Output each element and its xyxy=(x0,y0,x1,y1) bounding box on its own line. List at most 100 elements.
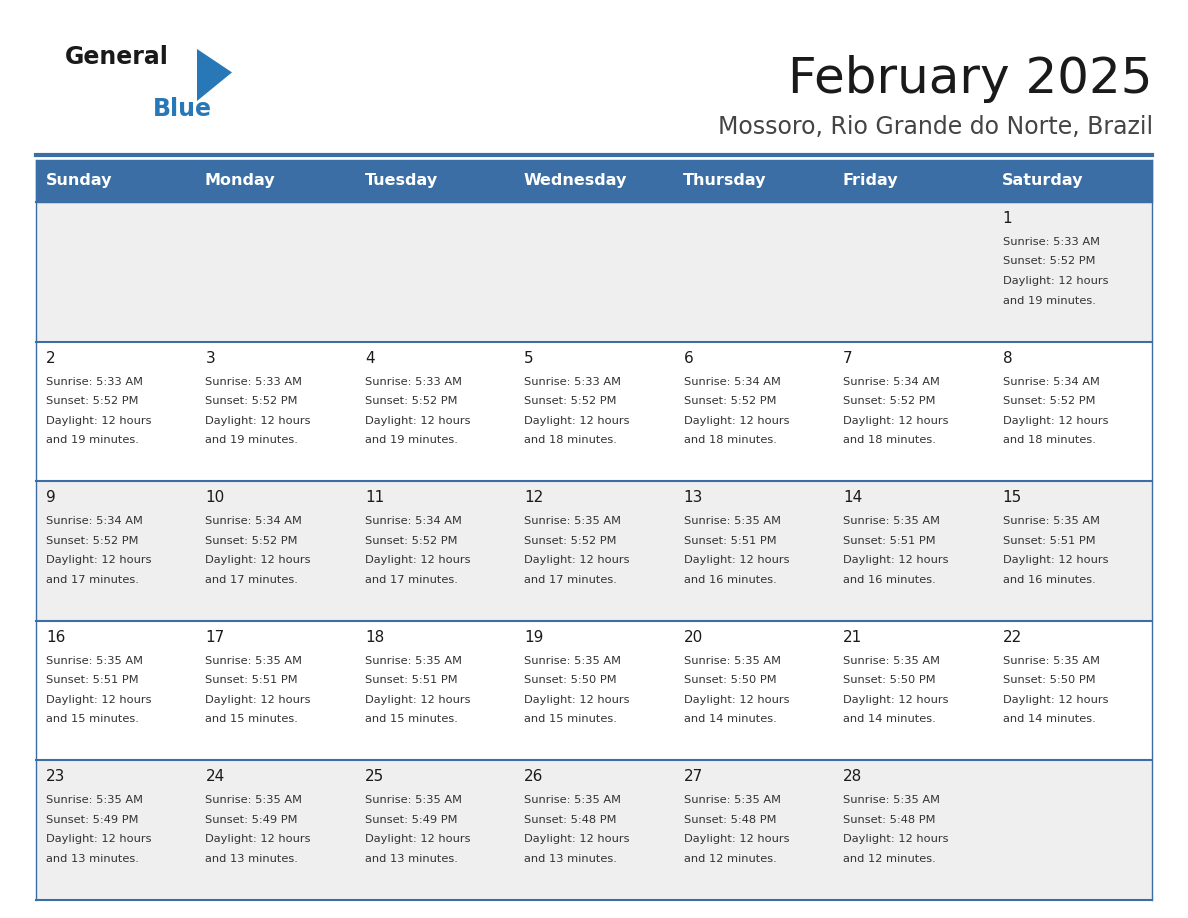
Text: 15: 15 xyxy=(1003,490,1022,505)
Text: Sunset: 5:52 PM: Sunset: 5:52 PM xyxy=(206,536,298,545)
Text: Sunset: 5:50 PM: Sunset: 5:50 PM xyxy=(524,676,617,686)
Text: and 15 minutes.: and 15 minutes. xyxy=(46,714,139,724)
Text: Sunset: 5:52 PM: Sunset: 5:52 PM xyxy=(365,536,457,545)
Text: Blue: Blue xyxy=(153,97,211,121)
Text: Sunrise: 5:34 AM: Sunrise: 5:34 AM xyxy=(1003,376,1099,386)
Text: Sunrise: 5:34 AM: Sunrise: 5:34 AM xyxy=(46,516,143,526)
Text: and 12 minutes.: and 12 minutes. xyxy=(843,854,936,864)
Text: Sunset: 5:52 PM: Sunset: 5:52 PM xyxy=(206,396,298,406)
Bar xyxy=(196,160,355,202)
Text: Sunset: 5:52 PM: Sunset: 5:52 PM xyxy=(843,396,936,406)
Text: Sunrise: 5:35 AM: Sunrise: 5:35 AM xyxy=(1003,655,1100,666)
Text: Sunrise: 5:34 AM: Sunrise: 5:34 AM xyxy=(206,516,302,526)
Text: Sunrise: 5:34 AM: Sunrise: 5:34 AM xyxy=(365,516,462,526)
Text: Sunset: 5:51 PM: Sunset: 5:51 PM xyxy=(46,676,139,686)
Text: 9: 9 xyxy=(46,490,56,505)
Text: Sunrise: 5:35 AM: Sunrise: 5:35 AM xyxy=(684,795,781,805)
Text: Daylight: 12 hours: Daylight: 12 hours xyxy=(1003,276,1108,286)
Text: Sunrise: 5:35 AM: Sunrise: 5:35 AM xyxy=(1003,516,1100,526)
Text: 10: 10 xyxy=(206,490,225,505)
Text: Friday: Friday xyxy=(842,174,898,188)
Text: Sunset: 5:49 PM: Sunset: 5:49 PM xyxy=(365,815,457,825)
Text: Sunrise: 5:33 AM: Sunrise: 5:33 AM xyxy=(46,376,143,386)
Text: Daylight: 12 hours: Daylight: 12 hours xyxy=(843,695,949,705)
Text: Sunset: 5:52 PM: Sunset: 5:52 PM xyxy=(46,396,139,406)
Text: Daylight: 12 hours: Daylight: 12 hours xyxy=(46,695,152,705)
Text: Sunset: 5:49 PM: Sunset: 5:49 PM xyxy=(46,815,139,825)
Text: 24: 24 xyxy=(206,769,225,784)
Bar xyxy=(36,760,1152,900)
Text: Sunset: 5:52 PM: Sunset: 5:52 PM xyxy=(684,396,776,406)
Text: 27: 27 xyxy=(684,769,703,784)
Text: 11: 11 xyxy=(365,490,384,505)
Text: and 14 minutes.: and 14 minutes. xyxy=(843,714,936,724)
Text: Daylight: 12 hours: Daylight: 12 hours xyxy=(524,555,630,565)
Bar xyxy=(514,160,674,202)
Text: 2: 2 xyxy=(46,351,56,365)
Text: 6: 6 xyxy=(684,351,694,365)
Text: 25: 25 xyxy=(365,769,384,784)
Text: and 14 minutes.: and 14 minutes. xyxy=(1003,714,1095,724)
Text: Sunset: 5:49 PM: Sunset: 5:49 PM xyxy=(206,815,298,825)
Text: Sunset: 5:52 PM: Sunset: 5:52 PM xyxy=(524,396,617,406)
Bar xyxy=(36,481,1152,621)
Text: 13: 13 xyxy=(684,490,703,505)
Text: Sunset: 5:51 PM: Sunset: 5:51 PM xyxy=(843,536,936,545)
Text: Daylight: 12 hours: Daylight: 12 hours xyxy=(46,555,152,565)
Text: Sunrise: 5:35 AM: Sunrise: 5:35 AM xyxy=(843,516,940,526)
Text: Sunrise: 5:34 AM: Sunrise: 5:34 AM xyxy=(684,376,781,386)
Text: Wednesday: Wednesday xyxy=(524,174,627,188)
Text: 8: 8 xyxy=(1003,351,1012,365)
Text: 4: 4 xyxy=(365,351,374,365)
Text: Sunrise: 5:35 AM: Sunrise: 5:35 AM xyxy=(206,795,303,805)
Bar xyxy=(36,341,1152,481)
Text: and 18 minutes.: and 18 minutes. xyxy=(524,435,617,445)
Text: Sunset: 5:48 PM: Sunset: 5:48 PM xyxy=(524,815,617,825)
Text: Daylight: 12 hours: Daylight: 12 hours xyxy=(206,695,311,705)
Bar xyxy=(674,160,833,202)
Text: Daylight: 12 hours: Daylight: 12 hours xyxy=(684,555,789,565)
Text: and 19 minutes.: and 19 minutes. xyxy=(46,435,139,445)
Text: Sunrise: 5:34 AM: Sunrise: 5:34 AM xyxy=(843,376,940,386)
Text: Sunset: 5:50 PM: Sunset: 5:50 PM xyxy=(1003,676,1095,686)
Text: Sunrise: 5:35 AM: Sunrise: 5:35 AM xyxy=(46,795,143,805)
Text: and 16 minutes.: and 16 minutes. xyxy=(684,575,777,585)
Text: Daylight: 12 hours: Daylight: 12 hours xyxy=(843,555,949,565)
Text: and 15 minutes.: and 15 minutes. xyxy=(206,714,298,724)
Text: and 19 minutes.: and 19 minutes. xyxy=(365,435,457,445)
Text: Daylight: 12 hours: Daylight: 12 hours xyxy=(524,416,630,426)
Text: 5: 5 xyxy=(524,351,533,365)
Text: Saturday: Saturday xyxy=(1003,174,1083,188)
Text: Sunset: 5:52 PM: Sunset: 5:52 PM xyxy=(365,396,457,406)
Text: 3: 3 xyxy=(206,351,215,365)
Text: Sunrise: 5:35 AM: Sunrise: 5:35 AM xyxy=(365,655,462,666)
Text: Tuesday: Tuesday xyxy=(365,174,437,188)
Text: Sunrise: 5:33 AM: Sunrise: 5:33 AM xyxy=(1003,237,1100,247)
Text: and 16 minutes.: and 16 minutes. xyxy=(843,575,936,585)
Text: Mossoro, Rio Grande do Norte, Brazil: Mossoro, Rio Grande do Norte, Brazil xyxy=(718,115,1154,139)
Text: Sunrise: 5:35 AM: Sunrise: 5:35 AM xyxy=(206,655,303,666)
Text: and 17 minutes.: and 17 minutes. xyxy=(206,575,298,585)
Text: 16: 16 xyxy=(46,630,65,644)
Text: 12: 12 xyxy=(524,490,544,505)
Text: and 17 minutes.: and 17 minutes. xyxy=(46,575,139,585)
Text: Sunset: 5:51 PM: Sunset: 5:51 PM xyxy=(1003,536,1095,545)
Text: Daylight: 12 hours: Daylight: 12 hours xyxy=(1003,555,1108,565)
Text: Sunset: 5:52 PM: Sunset: 5:52 PM xyxy=(524,536,617,545)
Text: Sunrise: 5:35 AM: Sunrise: 5:35 AM xyxy=(684,516,781,526)
Text: Sunrise: 5:33 AM: Sunrise: 5:33 AM xyxy=(206,376,303,386)
Text: and 19 minutes.: and 19 minutes. xyxy=(206,435,298,445)
Text: Sunrise: 5:35 AM: Sunrise: 5:35 AM xyxy=(46,655,143,666)
Text: 17: 17 xyxy=(206,630,225,644)
Text: Daylight: 12 hours: Daylight: 12 hours xyxy=(206,834,311,845)
Text: and 17 minutes.: and 17 minutes. xyxy=(365,575,457,585)
Text: and 13 minutes.: and 13 minutes. xyxy=(365,854,457,864)
Text: Sunset: 5:51 PM: Sunset: 5:51 PM xyxy=(684,536,776,545)
Text: Daylight: 12 hours: Daylight: 12 hours xyxy=(684,834,789,845)
Text: Sunrise: 5:35 AM: Sunrise: 5:35 AM xyxy=(365,795,462,805)
Text: and 13 minutes.: and 13 minutes. xyxy=(524,854,617,864)
Text: Sunset: 5:52 PM: Sunset: 5:52 PM xyxy=(46,536,139,545)
Bar xyxy=(36,202,1152,341)
Text: Daylight: 12 hours: Daylight: 12 hours xyxy=(365,555,470,565)
Text: Sunrise: 5:35 AM: Sunrise: 5:35 AM xyxy=(843,655,940,666)
